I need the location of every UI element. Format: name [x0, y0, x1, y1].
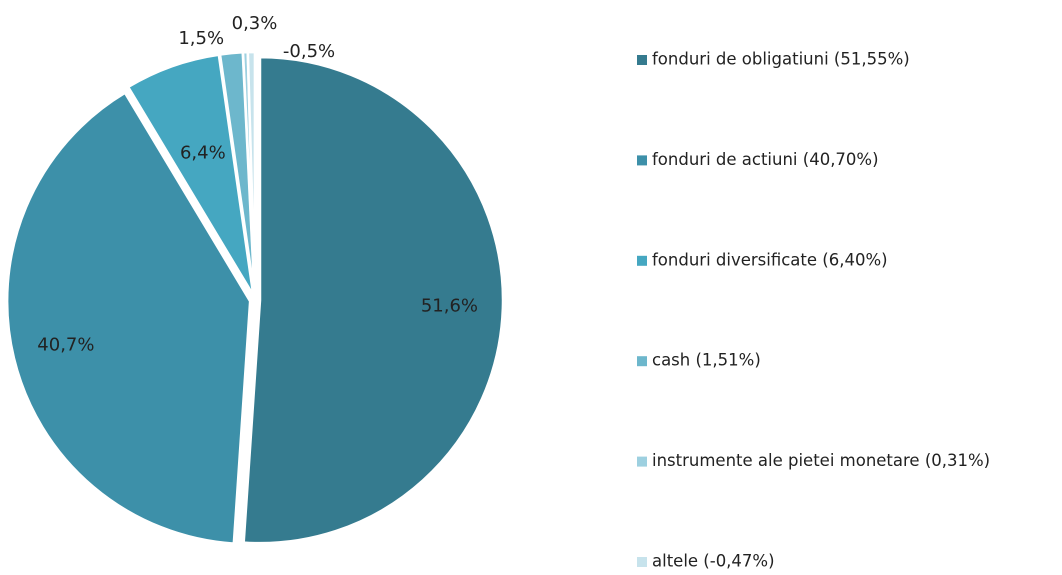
- pie-slice: [5, 91, 252, 545]
- data-label: 51,6%: [421, 296, 478, 317]
- legend-swatch: [637, 155, 647, 166]
- legend-label: fonduri de obligatiuni (51,55%): [652, 50, 910, 69]
- legend-swatch: [637, 55, 647, 65]
- data-label: 0,3%: [232, 13, 278, 34]
- pie-slice: [126, 53, 255, 296]
- legend-label: altele (-0,47%): [652, 552, 775, 571]
- legend-label: fonduri diversificate (6,40%): [652, 250, 888, 269]
- legend-swatch: [637, 456, 647, 467]
- legend-swatch: [637, 255, 647, 266]
- data-label: -0,5%: [283, 41, 335, 62]
- legend-label: fonduri de actiuni (40,70%): [652, 150, 879, 169]
- data-label: 1,5%: [178, 28, 224, 49]
- legend-label: cash (1,51%): [652, 351, 761, 370]
- data-label: 40,7%: [37, 335, 94, 356]
- pie-slice: [246, 50, 257, 296]
- pie-slice: [242, 55, 505, 545]
- data-label: 6,4%: [180, 142, 226, 163]
- legend-swatch: [637, 557, 647, 567]
- legend-label: instrumente ale pietei monetare (0,31%): [652, 451, 990, 470]
- legend-swatch: [637, 356, 647, 367]
